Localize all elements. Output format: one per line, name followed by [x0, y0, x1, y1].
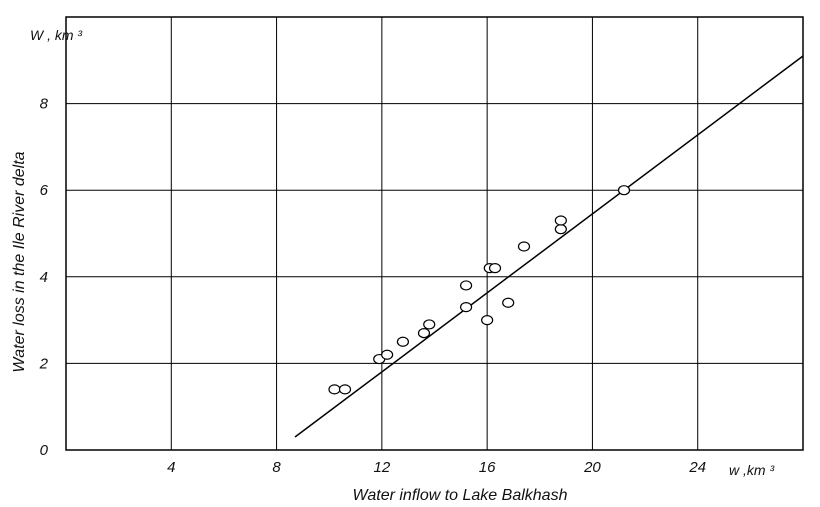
data-point	[328, 384, 341, 395]
x-tick-label: 20	[583, 459, 601, 476]
x-axis-unit-label: w ,km ³	[729, 462, 774, 478]
y-tick-label: 8	[40, 96, 49, 113]
data-points	[328, 185, 631, 395]
x-axis-title: Water inflow to Lake Balkhash	[353, 487, 568, 504]
grid-lines	[66, 17, 803, 450]
x-tick-label: 16	[479, 459, 496, 476]
data-point	[396, 336, 410, 347]
data-point	[417, 327, 431, 339]
y-axis-title: Water loss in the Ile River delta	[11, 151, 28, 372]
data-point	[459, 280, 473, 291]
data-point	[423, 319, 436, 330]
y-axis-unit-label: W , km ³	[30, 27, 82, 43]
y-tick-label: 2	[39, 355, 49, 372]
data-point	[554, 215, 567, 226]
data-point	[502, 297, 515, 308]
data-point	[517, 241, 531, 252]
x-tick-label: 12	[374, 459, 391, 476]
regression-line	[294, 55, 804, 438]
data-point	[481, 315, 494, 326]
data-point	[338, 384, 352, 395]
x-tick-labels: 4 8 12 16 20 24	[167, 459, 706, 476]
data-point	[617, 185, 631, 196]
x-tick-label: 4	[167, 459, 175, 476]
data-point	[554, 224, 567, 235]
y-tick-label: 0	[40, 442, 49, 459]
y-tick-label: 4	[40, 269, 48, 286]
data-point	[381, 349, 394, 360]
y-tick-labels: 0 2 4 6 8	[39, 96, 49, 459]
x-tick-label: 8	[272, 459, 281, 476]
data-point	[488, 263, 502, 274]
data-point	[459, 302, 473, 313]
x-tick-label: 24	[688, 459, 706, 476]
y-tick-label: 6	[40, 182, 49, 199]
plot-area-frame	[65, 16, 804, 451]
